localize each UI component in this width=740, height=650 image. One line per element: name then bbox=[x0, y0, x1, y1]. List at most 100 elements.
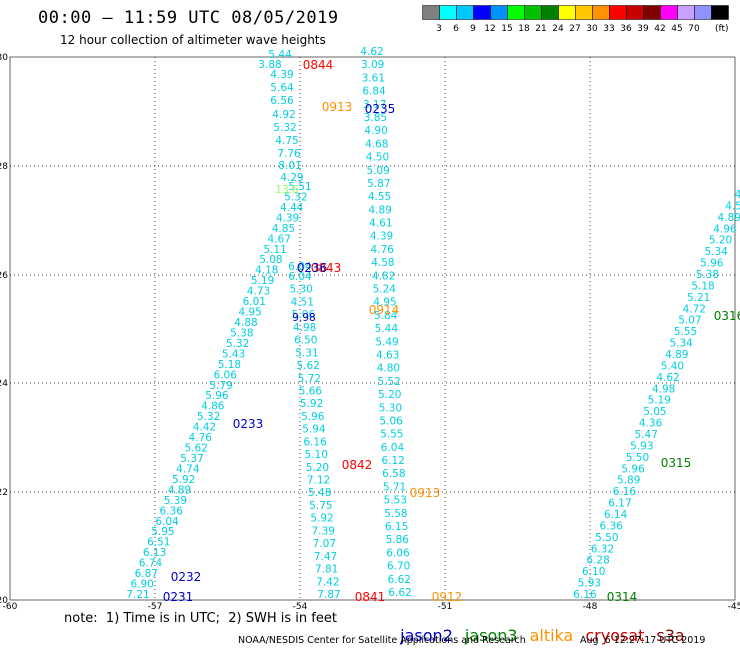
y-tick-label: 30 bbox=[0, 53, 8, 63]
wave-height-value: 6.74 bbox=[139, 558, 163, 570]
pass-time-label: 0913 bbox=[322, 100, 353, 114]
wave-height-value: 6.04 bbox=[381, 442, 405, 454]
color-scale-label: 12 bbox=[484, 24, 495, 34]
wave-height-value: 6.10 bbox=[582, 566, 605, 578]
wave-height-value: 4 bbox=[735, 189, 740, 201]
wave-height-value: 5.32 bbox=[284, 191, 307, 203]
wave-height-value: 5.50 bbox=[626, 452, 649, 464]
wave-height-value: 6.06 bbox=[386, 547, 410, 559]
pass-time-label: 0232 bbox=[171, 570, 202, 584]
wave-height-value: 5.11 bbox=[263, 244, 286, 256]
wave-height-value: 5.47 bbox=[635, 429, 658, 441]
wave-height-value: 6.51 bbox=[147, 537, 170, 549]
pass-time-label: 0236 bbox=[297, 261, 328, 275]
wave-height-value: 6.56 bbox=[270, 95, 294, 107]
wave-height-value: 7.39 bbox=[312, 525, 335, 537]
pass-time-label: 0912 bbox=[432, 590, 463, 604]
wave-height-value: 5.62 bbox=[184, 443, 207, 455]
wave-height-value: 5.95 bbox=[151, 526, 174, 538]
wave-height-value: 4.61 bbox=[369, 218, 392, 230]
legend-jason3: jason3 bbox=[464, 626, 518, 645]
wave-height-value: 6.36 bbox=[600, 520, 624, 532]
wave-height-value: 5.07 bbox=[678, 315, 701, 327]
wave-height-value: 3.88 bbox=[258, 59, 281, 71]
wave-height-value: 4.55 bbox=[368, 191, 391, 203]
wave-height-value: 4.76 bbox=[189, 432, 213, 444]
wave-height-value: 4.74 bbox=[176, 463, 200, 475]
wave-height-value: 3.17 bbox=[363, 99, 386, 111]
x-tick-label: -48 bbox=[583, 602, 598, 610]
y-tick-label: 26 bbox=[0, 271, 8, 281]
wave-height-value: 5.34 bbox=[669, 338, 693, 350]
wave-height-value: 5.32 bbox=[197, 411, 220, 423]
wave-height-value: 6.04 bbox=[288, 271, 312, 283]
wave-height-value: 6.32 bbox=[591, 543, 614, 555]
wave-height-value: 5.89 bbox=[617, 475, 640, 487]
wave-height-value: 4.44 bbox=[280, 202, 304, 214]
wave-height-value: 5.52 bbox=[377, 376, 400, 388]
color-scale-label: 42 bbox=[654, 24, 665, 34]
wave-height-value: 5.31 bbox=[295, 347, 318, 359]
wave-height-value: 6.62 bbox=[388, 587, 411, 599]
wave-height-value: 5.84 bbox=[374, 310, 398, 322]
wave-height-value: 5.55 bbox=[380, 429, 403, 441]
x-tick-label: -54 bbox=[293, 602, 308, 610]
wave-height-value: 4.67 bbox=[268, 233, 291, 245]
page-title: 00:00 – 11:59 UTC 08/05/2019 bbox=[38, 8, 339, 28]
wave-height-value: 5.48 bbox=[308, 487, 331, 499]
wave-height-value: 6.90 bbox=[130, 579, 153, 591]
wave-height-value: 7.07 bbox=[313, 538, 336, 550]
wave-height-value: 5.93 bbox=[578, 578, 601, 590]
wave-height-value: 5.93 bbox=[630, 440, 653, 452]
wave-height-value: 8.01 bbox=[278, 160, 301, 172]
wave-height-value: 6.84 bbox=[362, 86, 386, 98]
wave-height-value: 5.75 bbox=[309, 500, 332, 512]
wave-height-value: 5.53 bbox=[384, 495, 407, 507]
wave-height-value: 4.89 bbox=[168, 484, 191, 496]
wave-height-value: 6.70 bbox=[387, 561, 410, 573]
wave-height-value: 3.09 bbox=[361, 59, 384, 71]
wave-height-value: 7.81 bbox=[315, 564, 338, 576]
wave-height-value: 6.62 bbox=[388, 574, 411, 586]
color-scale-label: 70 bbox=[688, 24, 700, 34]
wave-height-value: 5.39 bbox=[164, 495, 187, 507]
wave-height-value: 5.34 bbox=[704, 246, 728, 258]
wave-height-value: 5.21 bbox=[687, 292, 710, 304]
legend-s3a: s3a bbox=[656, 626, 685, 645]
wave-height-value: 5.44 bbox=[375, 323, 399, 335]
wave-height-value: 4.89 bbox=[718, 212, 740, 224]
wave-height-value: 4.68 bbox=[365, 138, 388, 150]
wave-height-value: 7.76 bbox=[277, 148, 301, 160]
wave-height-value: 4.90 bbox=[364, 125, 387, 137]
wave-height-value: 5.40 bbox=[661, 360, 684, 372]
wave-height-value: 3.85 bbox=[364, 112, 387, 124]
wave-height-value: 5.37 bbox=[180, 453, 203, 465]
wave-height-value: 4.42 bbox=[193, 422, 216, 434]
wave-height-value: 4.62 bbox=[656, 372, 679, 384]
wave-height-value: 5.19 bbox=[251, 275, 274, 287]
y-tick-label: 20 bbox=[0, 596, 8, 606]
wave-height-value: 4.80 bbox=[377, 363, 400, 375]
plot-frame bbox=[9, 56, 736, 601]
pass-time-label: 0235 bbox=[365, 102, 396, 116]
wave-height-value: 5.32 bbox=[273, 122, 296, 134]
color-scale-label: 45 bbox=[671, 24, 682, 34]
color-scale-label: 21 bbox=[535, 24, 546, 34]
wave-height-value: 6.15 bbox=[385, 521, 408, 533]
y-tick-label: 24 bbox=[0, 379, 8, 389]
color-swatch bbox=[711, 5, 729, 20]
wave-height-value: 5.71 bbox=[383, 481, 406, 493]
wave-height-value: 4.29 bbox=[280, 172, 303, 184]
wave-height-value: 5.06 bbox=[292, 309, 316, 321]
wave-height-value: 5.44 bbox=[268, 49, 292, 61]
wave-height-value: 5.72 bbox=[298, 373, 321, 385]
wave-height-value: 5.96 bbox=[205, 390, 229, 402]
wave-height-value: 6.13 bbox=[143, 547, 166, 559]
wave-height-value: 3.61 bbox=[362, 72, 385, 84]
wave-height-value: 4.18 bbox=[255, 265, 278, 277]
wave-height-value: 5.32 bbox=[226, 338, 249, 350]
color-scale-label: 24 bbox=[552, 24, 564, 34]
wave-height-value: 4.5 bbox=[725, 200, 740, 212]
wave-height-value: 4.58 bbox=[371, 257, 394, 269]
wave-height-value: 7.47 bbox=[314, 551, 337, 563]
